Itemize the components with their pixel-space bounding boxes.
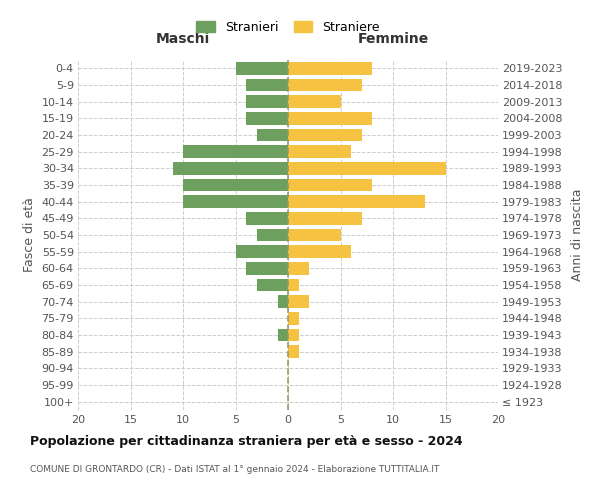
Bar xyxy=(277,296,288,308)
Bar xyxy=(288,196,425,208)
Y-axis label: Fasce di età: Fasce di età xyxy=(23,198,36,272)
Bar xyxy=(183,196,288,208)
Bar xyxy=(246,96,288,108)
Bar xyxy=(235,62,288,74)
Text: Popolazione per cittadinanza straniera per età e sesso - 2024: Popolazione per cittadinanza straniera p… xyxy=(30,435,463,448)
Y-axis label: Anni di nascita: Anni di nascita xyxy=(571,188,584,281)
Bar xyxy=(246,112,288,124)
Text: Maschi: Maschi xyxy=(156,32,210,46)
Text: COMUNE DI GRONTARDO (CR) - Dati ISTAT al 1° gennaio 2024 - Elaborazione TUTTITAL: COMUNE DI GRONTARDO (CR) - Dati ISTAT al… xyxy=(30,465,439,474)
Bar xyxy=(288,229,341,241)
Bar xyxy=(288,146,351,158)
Bar xyxy=(257,129,288,141)
Bar xyxy=(257,229,288,241)
Bar xyxy=(183,179,288,192)
Bar xyxy=(235,246,288,258)
Bar xyxy=(246,212,288,224)
Bar xyxy=(173,162,288,174)
Bar xyxy=(257,279,288,291)
Legend: Stranieri, Straniere: Stranieri, Straniere xyxy=(193,18,383,38)
Text: Femmine: Femmine xyxy=(358,32,428,46)
Bar xyxy=(183,146,288,158)
Bar xyxy=(288,346,299,358)
Bar xyxy=(246,79,288,92)
Bar xyxy=(288,129,361,141)
Bar xyxy=(288,279,299,291)
Bar xyxy=(288,246,351,258)
Bar xyxy=(288,96,341,108)
Bar xyxy=(288,296,309,308)
Bar xyxy=(288,79,361,92)
Bar xyxy=(246,262,288,274)
Bar xyxy=(288,179,372,192)
Bar xyxy=(288,312,299,324)
Bar xyxy=(288,112,372,124)
Bar xyxy=(277,329,288,341)
Bar xyxy=(288,329,299,341)
Bar xyxy=(288,212,361,224)
Bar xyxy=(288,162,445,174)
Bar xyxy=(288,62,372,74)
Bar xyxy=(288,262,309,274)
